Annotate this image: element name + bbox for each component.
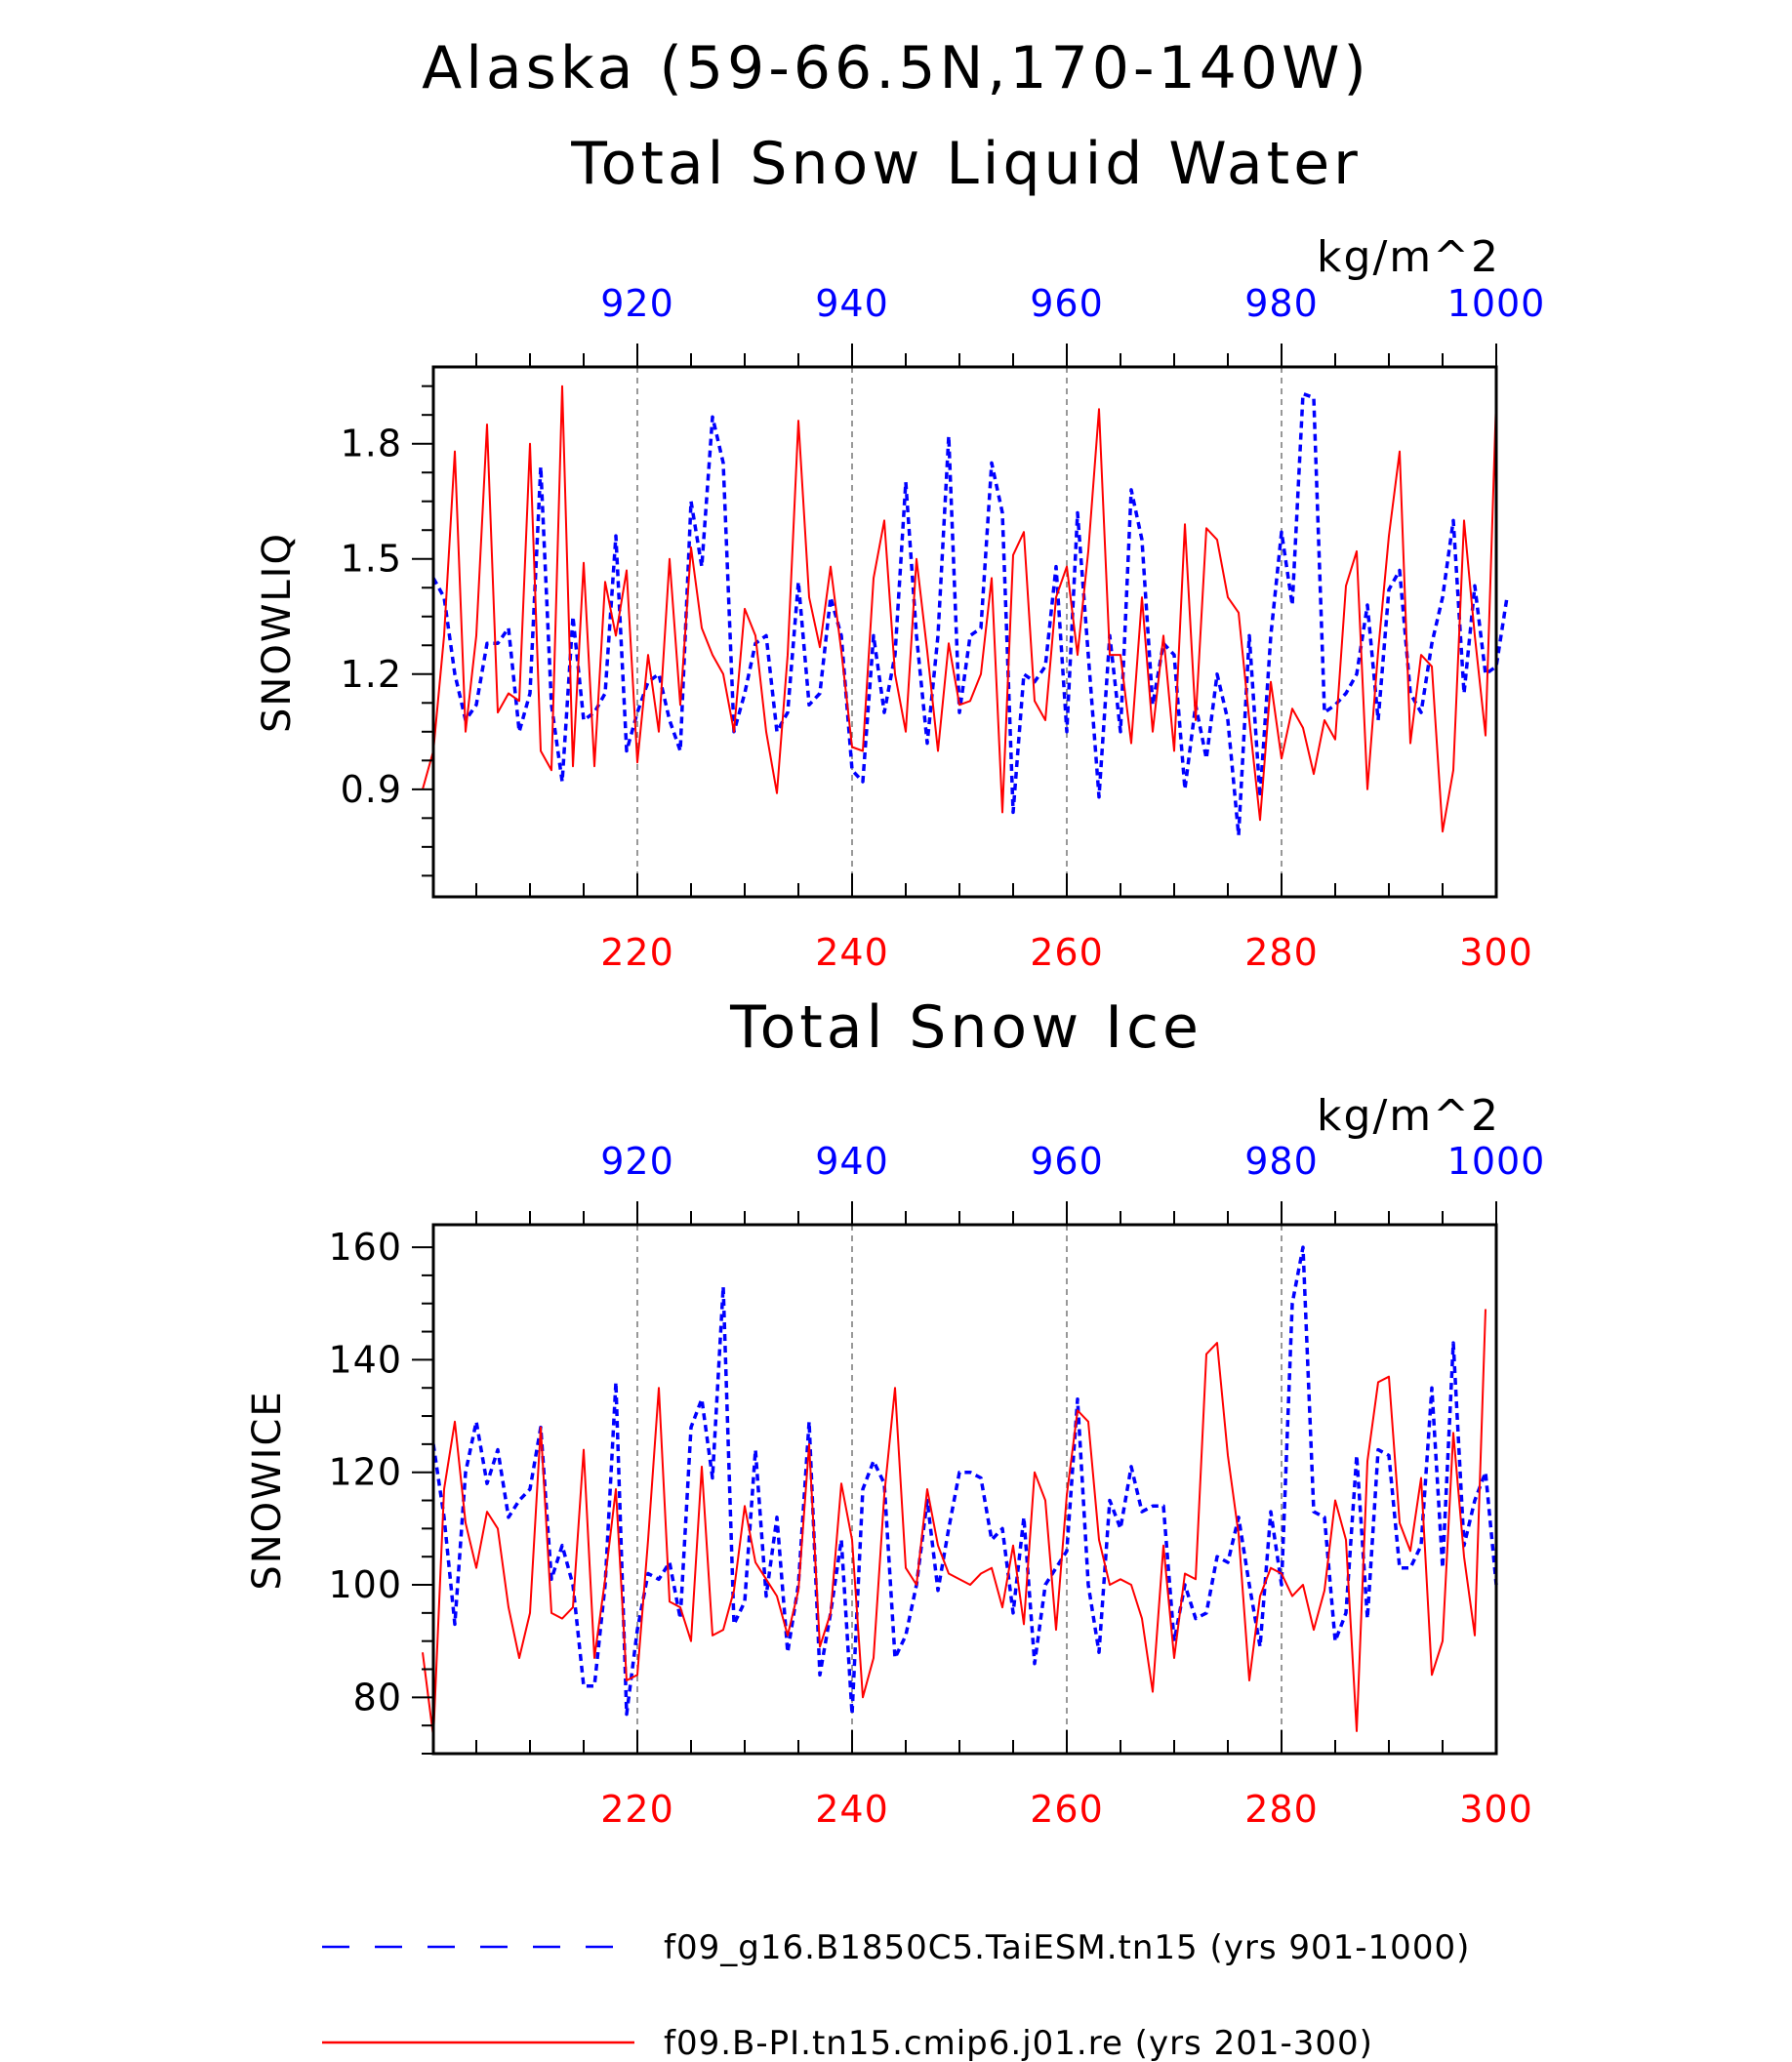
y-tick-label: 120 bbox=[328, 1451, 402, 1494]
x-top-tick-label: 960 bbox=[1030, 1140, 1104, 1183]
x-top-tick-label: 980 bbox=[1244, 1140, 1319, 1183]
x-top-tick-label: 920 bbox=[600, 1140, 674, 1183]
panel-1-ylabel: SNOWLIQ bbox=[255, 532, 300, 733]
x-tick-label: 240 bbox=[815, 931, 889, 974]
y-tick-label: 80 bbox=[353, 1676, 402, 1718]
x-top-tick-label: 920 bbox=[600, 282, 674, 325]
y-tick-label: 160 bbox=[328, 1226, 402, 1269]
snowliq-panel: 220 240 260 280 300 920 940 960 980 1000 0.9 1.2 1.5… bbox=[341, 282, 1546, 974]
x-top-tick-label: 1000 bbox=[1447, 282, 1546, 325]
panel-2-ylabel: SNOWICE bbox=[245, 1390, 290, 1590]
panel-2-units: kg/m^2 bbox=[1317, 1091, 1500, 1141]
y-tick-label: 100 bbox=[328, 1563, 402, 1606]
series-line-dashed bbox=[431, 391, 1509, 837]
plot-frame bbox=[431, 365, 1498, 899]
x-tick-label: 280 bbox=[1244, 1788, 1319, 1831]
legend-label-dashed: f09_g16.B1850C5.TaiESM.tn15 (yrs 901-100… bbox=[664, 1928, 1470, 1967]
y-tick-label: 1.2 bbox=[341, 653, 402, 696]
panel-2-title: Total Snow Ice bbox=[729, 993, 1202, 1062]
legend-label-solid: f09.B-PI.tn15.cmip6.j01.re (yrs 201-300) bbox=[664, 2024, 1373, 2062]
snowice-panel: 220 240 260 280 300 920 940 960 980 1000 80 100 120 1… bbox=[328, 1140, 1546, 1831]
panel-1-title: Total Snow Liquid Water bbox=[570, 130, 1362, 198]
legend: f09_g16.B1850C5.TaiESM.tn15 (yrs 901-100… bbox=[322, 1928, 1470, 2062]
panel-1-units: kg/m^2 bbox=[1317, 232, 1500, 282]
y-tick-label: 1.5 bbox=[341, 538, 402, 581]
x-tick-label: 220 bbox=[600, 931, 674, 974]
y-tick-label: 1.8 bbox=[341, 423, 402, 465]
series-line-dashed bbox=[431, 1245, 1498, 1717]
x-top-tick-label: 940 bbox=[815, 1140, 889, 1183]
y-tick-label: 140 bbox=[328, 1338, 402, 1381]
y-tick-label: 0.9 bbox=[341, 768, 402, 811]
series-line-solid bbox=[422, 1309, 1487, 1738]
page-title: Alaska (59-66.5N,170-140W) bbox=[422, 34, 1370, 102]
x-tick-label: 240 bbox=[815, 1788, 889, 1831]
x-top-tick-label: 1000 bbox=[1447, 1140, 1546, 1183]
x-top-tick-label: 960 bbox=[1030, 282, 1104, 325]
x-tick-label: 260 bbox=[1030, 1788, 1104, 1831]
series-line-solid bbox=[422, 384, 1497, 833]
x-tick-label: 300 bbox=[1459, 931, 1533, 974]
x-tick-label: 260 bbox=[1030, 931, 1104, 974]
x-top-tick-label: 940 bbox=[815, 282, 889, 325]
x-top-tick-label: 980 bbox=[1244, 282, 1319, 325]
x-tick-label: 220 bbox=[600, 1788, 674, 1831]
plot-frame bbox=[431, 1223, 1498, 1756]
x-tick-label: 280 bbox=[1244, 931, 1319, 974]
x-tick-label: 300 bbox=[1459, 1788, 1533, 1831]
